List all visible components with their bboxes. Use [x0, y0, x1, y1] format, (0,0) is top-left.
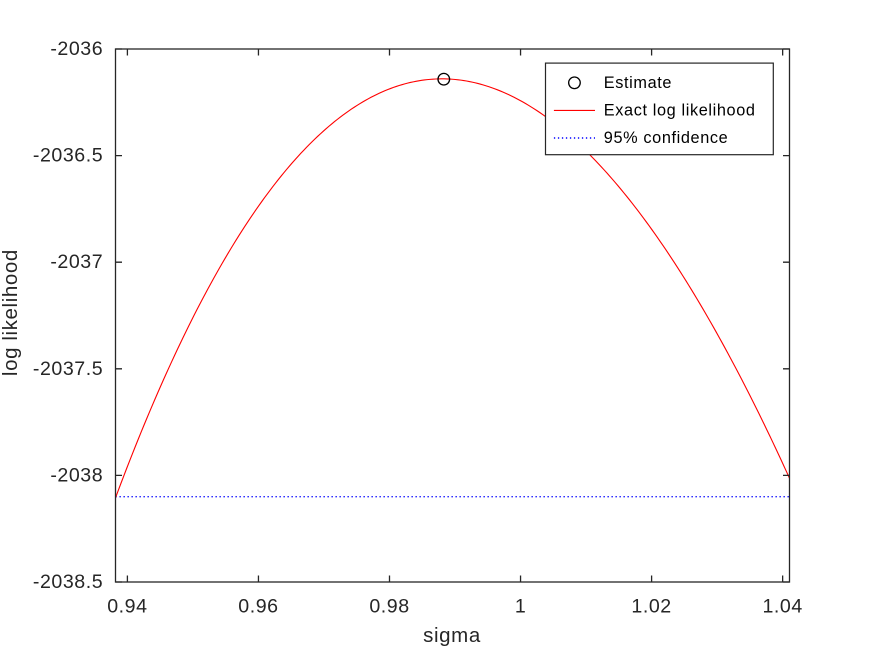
svg-text:1.02: 1.02	[631, 596, 671, 618]
svg-text:log likelihood: log likelihood	[0, 249, 22, 376]
svg-text:0.96: 0.96	[238, 596, 278, 618]
svg-text:sigma: sigma	[423, 624, 481, 647]
svg-text:-2038.5: -2038.5	[33, 571, 103, 593]
svg-text:0.98: 0.98	[369, 596, 409, 618]
svg-text:-2038: -2038	[50, 464, 103, 486]
svg-text:0.94: 0.94	[107, 596, 147, 618]
svg-text:-2036: -2036	[50, 38, 103, 60]
svg-text:-2037.5: -2037.5	[33, 358, 103, 380]
svg-text:Estimate: Estimate	[604, 74, 672, 92]
svg-text:Exact log likelihood: Exact log likelihood	[604, 101, 756, 119]
svg-text:-2037: -2037	[50, 251, 103, 273]
svg-text:1.04: 1.04	[762, 596, 802, 618]
svg-text:1: 1	[515, 596, 526, 618]
svg-text:95% confidence: 95% confidence	[604, 129, 729, 147]
svg-text:-2036.5: -2036.5	[33, 145, 103, 167]
